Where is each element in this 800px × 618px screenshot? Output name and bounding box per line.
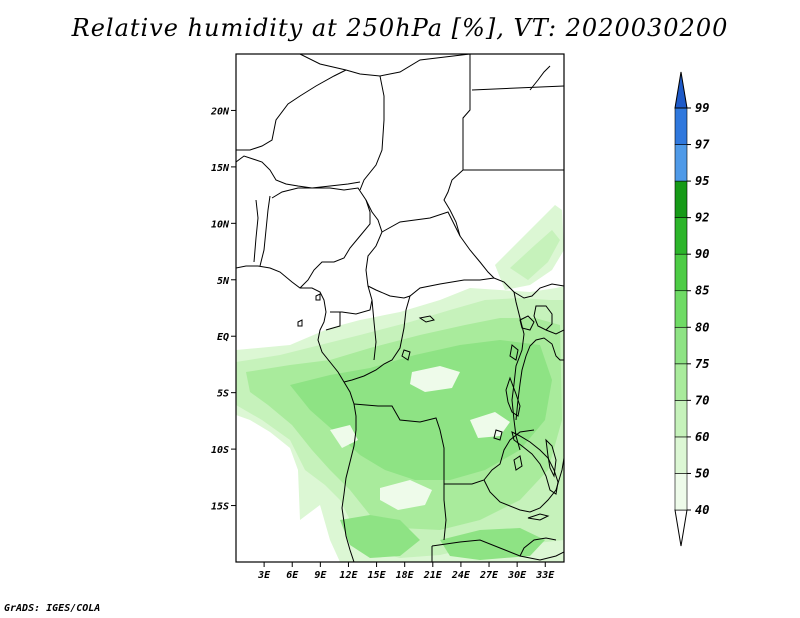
map-title: Relative humidity at 250hPa [%], VT: 202…	[71, 14, 729, 42]
colorbar-label: 85	[695, 284, 709, 298]
credit-text: GrADS: IGES/COLA	[4, 603, 101, 614]
colorbar-label: 95	[695, 174, 709, 188]
lon-tick-label: 24E	[451, 570, 471, 581]
colorbar-top-arrow	[674, 71, 688, 109]
colorbar-segment	[674, 436, 688, 474]
colorbar-label: 60	[695, 430, 709, 444]
colorbar-label: 40	[695, 503, 709, 517]
colorbar-segment	[674, 253, 688, 292]
lat-tick-label: 15N	[211, 163, 230, 174]
lon-tick-label: 9E	[314, 570, 327, 581]
colorbar-label: 70	[695, 393, 709, 407]
colorbar-segment	[674, 180, 688, 218]
lat-tick-label: 15S	[211, 502, 229, 513]
colorbar-segment	[674, 326, 688, 365]
lat-tick-label: 5N	[217, 276, 230, 287]
lon-tick-label: 18E	[396, 570, 415, 581]
lat-tick-label: 10S	[211, 445, 229, 456]
colorbar-segment	[674, 363, 688, 401]
colorbar-segment	[674, 400, 688, 438]
lat-tick-label: 20N	[210, 106, 230, 117]
colorbar: 40 50 60 70 75 80 85 90 92 95 97 99	[674, 71, 710, 547]
colorbar-label: 75	[695, 357, 709, 371]
lon-tick-label: 12E	[339, 570, 358, 581]
colorbar-segment	[674, 473, 688, 511]
lon-tick-label: 21E	[423, 570, 443, 581]
lat-tick-label: 5S	[217, 389, 229, 400]
colorbar-label: 50	[695, 466, 709, 480]
lon-tick-label: 15E	[368, 570, 387, 581]
lon-tick-label: 3E	[257, 570, 271, 581]
humidity-field	[236, 205, 564, 562]
colorbar-label: 99	[695, 101, 709, 115]
lat-tick-label: EQ	[217, 332, 229, 343]
colorbar-segment	[674, 144, 688, 182]
country-borders	[236, 54, 564, 562]
colorbar-label: 97	[695, 138, 710, 152]
colorbar-label: 80	[695, 320, 709, 334]
map-frame	[235, 53, 565, 563]
colorbar-segment	[674, 217, 688, 255]
colorbar-segment	[674, 107, 688, 145]
lon-tick-label: 30E	[507, 570, 527, 581]
latitude-axis: 20N 15N 10N 5N EQ 5S 10S 15S	[210, 106, 236, 513]
colorbar-label: 92	[695, 211, 709, 225]
lon-tick-label: 33E	[535, 570, 555, 581]
colorbar-segment	[674, 290, 688, 328]
colorbar-label: 90	[695, 247, 709, 261]
lon-tick-label: 6E	[286, 570, 299, 581]
colorbar-bottom-arrow	[674, 509, 688, 547]
longitude-axis: 3E 6E 9E 12E 15E 18E 21E 24E 27E 30E 33E	[257, 562, 555, 581]
lat-tick-label: 10N	[211, 219, 230, 230]
lon-tick-label: 27E	[479, 570, 499, 581]
